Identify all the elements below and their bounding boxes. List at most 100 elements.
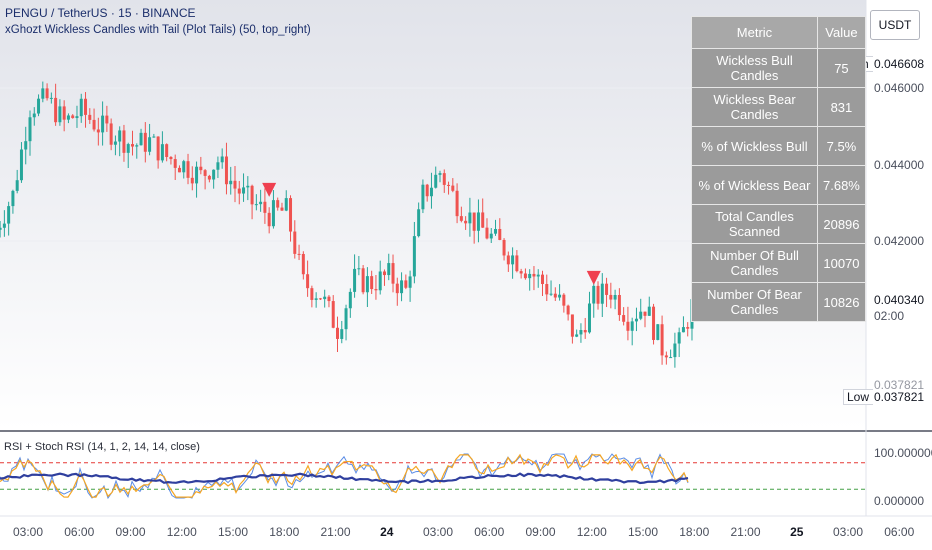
candle-body xyxy=(442,173,446,185)
metrics-row: % of Wickless Bear 7.68% xyxy=(691,165,866,205)
candle-body xyxy=(643,311,647,316)
candle-body xyxy=(113,141,117,145)
candle-body xyxy=(0,227,2,230)
candle-body xyxy=(62,106,66,120)
metrics-header-row: Metric Value xyxy=(691,16,866,49)
candle-body xyxy=(370,276,374,290)
candle-body xyxy=(135,145,139,147)
candle-body xyxy=(378,271,382,291)
metric-name: Number Of Bull Candles xyxy=(691,243,818,283)
candle-body xyxy=(152,136,156,138)
candle-body xyxy=(15,180,19,191)
price-tick: 0.046000 xyxy=(874,81,925,95)
candle-body xyxy=(587,303,591,333)
time-tick: 06:00 xyxy=(884,525,915,539)
candle-body xyxy=(391,263,395,284)
candle-body xyxy=(41,88,45,99)
candle-body xyxy=(494,228,498,234)
candle-body xyxy=(207,175,211,180)
candle-body xyxy=(92,119,96,130)
metric-name: Number Of Bear Candles xyxy=(691,282,818,322)
symbol-title[interactable]: PENGU / TetherUS · 15 · BINANCE xyxy=(5,6,196,20)
metric-value: 10826 xyxy=(817,282,866,322)
price-tick: 0.044000 xyxy=(874,158,925,172)
candle-body xyxy=(284,198,288,211)
candle-body xyxy=(425,184,429,197)
candle-body xyxy=(412,236,416,277)
candle-body xyxy=(301,253,305,275)
candle-body xyxy=(570,314,574,337)
candle-body xyxy=(438,173,442,175)
candle-body xyxy=(271,200,275,227)
candle-body xyxy=(318,298,322,300)
low-flag: Low xyxy=(843,389,874,405)
candle-body xyxy=(314,298,318,300)
candle-body xyxy=(622,315,626,322)
candle-body xyxy=(58,106,62,123)
candle-body xyxy=(549,293,553,295)
low-price-label: 0.037821 xyxy=(872,390,927,404)
candle-body xyxy=(634,318,638,322)
metric-name: % of Wickless Bear xyxy=(691,165,818,205)
candle-body xyxy=(331,301,335,328)
wickless-tail-marker xyxy=(262,182,277,197)
candle-body xyxy=(348,291,352,309)
candle-body xyxy=(32,113,36,118)
oscillator-title[interactable]: RSI + Stoch RSI (14, 1, 2, 14, 14, close… xyxy=(4,441,200,453)
candle-body xyxy=(562,294,566,306)
candle-body xyxy=(605,283,609,295)
rsi-line xyxy=(0,472,689,485)
metrics-table: Metric Value Wickless Bull Candles 75 Wic… xyxy=(691,16,866,322)
candle-body xyxy=(105,115,109,124)
candle-body xyxy=(387,263,391,276)
candle-body xyxy=(566,305,570,315)
candle-body xyxy=(118,130,122,142)
time-tick: 06:00 xyxy=(474,525,505,539)
candle-body xyxy=(28,117,32,142)
candle-body xyxy=(246,185,250,188)
candle-body xyxy=(131,144,134,147)
time-tick: 12:00 xyxy=(576,525,607,539)
candle-body xyxy=(101,115,105,133)
candle-body xyxy=(2,223,6,228)
candle-body xyxy=(545,284,549,295)
candle-body xyxy=(498,228,502,240)
candle-body xyxy=(617,295,621,316)
candle-body xyxy=(203,170,207,176)
osc-tick-bottom: 0.000000 xyxy=(874,494,925,508)
candle-body xyxy=(306,274,310,289)
candle-body xyxy=(382,271,386,276)
high-price-label: 0.046608 xyxy=(872,57,927,71)
candle-countdown: 02:00 xyxy=(872,309,907,323)
candle-body xyxy=(639,311,643,319)
candle-body xyxy=(596,285,600,304)
candle-body xyxy=(502,239,506,256)
candle-body xyxy=(532,273,536,277)
candle-body xyxy=(289,198,293,232)
price-tick: 0.042000 xyxy=(874,234,925,248)
candle-body xyxy=(293,231,297,254)
candle-body xyxy=(54,97,58,123)
candle-body xyxy=(177,167,181,173)
indicator-title[interactable]: xGhozt Wickless Candles with Tail (Plot … xyxy=(5,24,311,36)
candle-body xyxy=(229,180,233,185)
candle-body xyxy=(344,308,348,330)
currency-selector[interactable]: USDT xyxy=(870,10,920,40)
metric-name: Wickless Bear Candles xyxy=(691,87,818,127)
time-tick: 21:00 xyxy=(730,525,761,539)
time-tick: 15:00 xyxy=(627,525,659,539)
candle-body xyxy=(536,274,540,277)
candle-body xyxy=(220,156,224,163)
time-tick: 09:00 xyxy=(525,525,556,539)
candle-body xyxy=(626,321,630,331)
candle-body xyxy=(195,166,199,184)
candle-body xyxy=(199,166,203,171)
candle-body xyxy=(126,144,130,153)
candle-body xyxy=(224,156,228,185)
candle-body xyxy=(11,190,15,207)
candle-body xyxy=(143,132,147,152)
candle-body xyxy=(400,280,404,294)
metric-value: 20896 xyxy=(817,204,866,244)
candle-body xyxy=(523,273,527,279)
candle-body xyxy=(404,280,408,288)
